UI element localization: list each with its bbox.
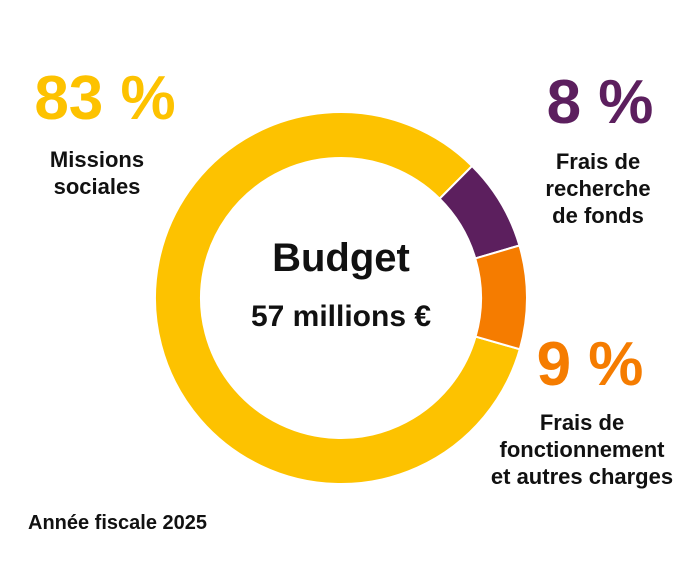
category-label: Frais de fonctionnement et autres charge… (490, 410, 674, 489)
donut-slice (474, 244, 528, 351)
footnote: Année fiscale 2025 (28, 512, 207, 534)
donut-slice (154, 111, 522, 485)
category-label: Frais de recherche de fonds (545, 149, 651, 228)
value-label: 9 % (536, 330, 644, 399)
category-label: Missions sociales (49, 147, 145, 199)
value-label: 8 % (546, 68, 654, 137)
center-subtitle: 57 millions € (250, 300, 432, 333)
center-title: Budget (272, 236, 410, 280)
value-label: 83 % (34, 64, 176, 133)
